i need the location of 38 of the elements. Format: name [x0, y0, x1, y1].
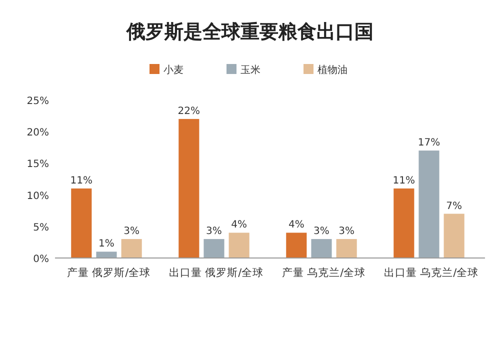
data-label: 3% [314, 226, 330, 238]
chart-title: 俄罗斯是全球重要粮食出口国 [126, 21, 374, 43]
y-tick-label: 0% [33, 254, 49, 265]
bar [71, 188, 92, 258]
data-label: 3% [338, 226, 355, 238]
data-label: 7% [446, 200, 462, 212]
data-label: 3% [124, 226, 140, 238]
y-tick-label: 10% [26, 190, 49, 202]
y-tick-label: 5% [33, 222, 49, 234]
legend-label: 小麦 [164, 64, 184, 76]
bar [444, 214, 464, 258]
x-tick-label: 产量 俄罗斯/全球 [66, 266, 151, 279]
bar [228, 232, 250, 258]
data-label: 11% [392, 175, 416, 186]
bar [336, 239, 357, 258]
legend-label: 植物油 [318, 64, 348, 76]
x-tick-label: 出口量 乌克兰/全球 [384, 266, 479, 279]
data-label: 17% [418, 138, 440, 149]
bar [204, 239, 224, 258]
bar [311, 239, 332, 258]
bar [394, 188, 414, 258]
data-label: 11% [70, 175, 93, 186]
legend-label: 玉米 [240, 64, 260, 76]
bar [178, 118, 200, 258]
y-tick-label: 20% [26, 128, 49, 139]
data-label: 4% [288, 220, 304, 231]
data-label: 22% [178, 106, 200, 117]
bar [418, 150, 440, 258]
data-label: 4% [231, 220, 248, 231]
x-tick-label: 出口量 俄罗斯/全球 [168, 266, 264, 279]
bar [286, 232, 307, 258]
y-tick-label: 15% [26, 159, 49, 170]
y-tick-label: 25% [26, 96, 49, 107]
data-label: 1% [98, 238, 114, 250]
bar [96, 252, 117, 258]
x-tick-label: 产量 乌克兰/全球 [282, 266, 366, 279]
data-label: 3% [206, 226, 222, 238]
bar [121, 239, 142, 258]
